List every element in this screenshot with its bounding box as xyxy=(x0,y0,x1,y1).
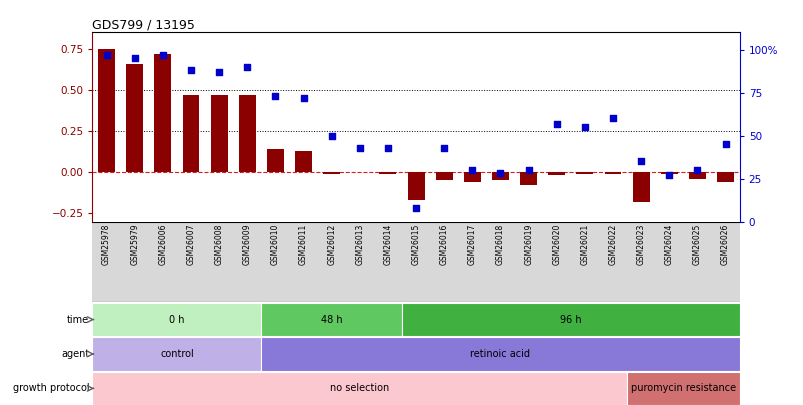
Point xyxy=(241,64,254,70)
Bar xyxy=(520,172,536,185)
Bar xyxy=(154,54,171,172)
Text: GSM26026: GSM26026 xyxy=(720,224,729,265)
Bar xyxy=(688,172,705,179)
Text: GSM26016: GSM26016 xyxy=(439,224,448,265)
Bar xyxy=(261,337,739,371)
Text: 0 h: 0 h xyxy=(169,315,185,324)
Bar xyxy=(323,172,340,174)
Bar xyxy=(210,95,227,172)
Bar xyxy=(295,151,312,172)
Bar xyxy=(548,172,565,175)
Bar xyxy=(238,95,255,172)
Bar xyxy=(660,172,677,174)
Bar xyxy=(716,172,733,182)
Bar xyxy=(92,303,261,336)
Text: GSM26020: GSM26020 xyxy=(552,224,560,265)
Bar xyxy=(267,149,283,172)
Text: GSM26008: GSM26008 xyxy=(214,224,223,265)
Text: GSM26014: GSM26014 xyxy=(383,224,392,265)
Text: time: time xyxy=(67,315,89,324)
Point xyxy=(128,55,141,62)
Point xyxy=(324,132,338,139)
Text: GSM26012: GSM26012 xyxy=(327,224,336,265)
Point xyxy=(466,167,479,173)
Point xyxy=(409,205,422,211)
Bar xyxy=(576,172,593,174)
Bar xyxy=(604,172,621,174)
Text: GSM26010: GSM26010 xyxy=(271,224,279,265)
Point xyxy=(212,69,225,75)
Text: GSM26024: GSM26024 xyxy=(664,224,673,265)
Point xyxy=(156,51,169,58)
Text: control: control xyxy=(160,349,194,359)
Point xyxy=(662,172,675,178)
Text: GSM26007: GSM26007 xyxy=(186,224,195,265)
Bar xyxy=(182,95,199,172)
Text: GSM26009: GSM26009 xyxy=(243,224,251,265)
Point xyxy=(578,124,591,130)
Point xyxy=(522,167,535,173)
Point xyxy=(634,158,647,164)
Text: GSM26023: GSM26023 xyxy=(636,224,645,265)
Text: GSM25979: GSM25979 xyxy=(130,224,139,265)
Text: GSM26015: GSM26015 xyxy=(411,224,420,265)
Point xyxy=(606,115,619,122)
Bar xyxy=(92,372,626,405)
Point xyxy=(297,94,310,101)
Point xyxy=(100,51,112,58)
Point xyxy=(353,144,366,151)
Text: 96 h: 96 h xyxy=(560,315,581,324)
Point xyxy=(718,141,731,147)
Text: growth protocol: growth protocol xyxy=(13,384,89,393)
Text: GSM26013: GSM26013 xyxy=(355,224,364,265)
Point xyxy=(550,120,563,127)
Bar xyxy=(435,172,452,180)
Point xyxy=(268,93,281,99)
Bar xyxy=(463,172,480,182)
Text: GSM26017: GSM26017 xyxy=(467,224,476,265)
Point xyxy=(185,67,198,73)
Text: GSM26006: GSM26006 xyxy=(158,224,167,265)
Text: puromycin resistance: puromycin resistance xyxy=(630,384,735,393)
Bar xyxy=(407,172,424,200)
Text: GSM26021: GSM26021 xyxy=(580,224,589,265)
Text: GSM26019: GSM26019 xyxy=(524,224,532,265)
Text: GSM26025: GSM26025 xyxy=(692,224,701,265)
Bar xyxy=(491,172,508,180)
Text: retinoic acid: retinoic acid xyxy=(470,349,530,359)
Point xyxy=(437,144,450,151)
Text: 48 h: 48 h xyxy=(320,315,342,324)
Text: agent: agent xyxy=(61,349,89,359)
Bar xyxy=(402,303,739,336)
Text: GSM25978: GSM25978 xyxy=(102,224,111,265)
Bar xyxy=(626,372,739,405)
Text: GSM26018: GSM26018 xyxy=(495,224,504,265)
Bar xyxy=(98,49,115,172)
Text: no selection: no selection xyxy=(330,384,389,393)
Bar xyxy=(126,64,143,172)
Point xyxy=(691,167,703,173)
Bar xyxy=(632,172,649,202)
Bar xyxy=(261,303,402,336)
Bar xyxy=(379,172,396,174)
Point xyxy=(381,144,394,151)
Text: GDS799 / 13195: GDS799 / 13195 xyxy=(92,18,195,31)
Text: GSM26022: GSM26022 xyxy=(608,224,617,265)
Bar xyxy=(92,337,261,371)
Point xyxy=(493,170,507,177)
Text: GSM26011: GSM26011 xyxy=(299,224,308,265)
